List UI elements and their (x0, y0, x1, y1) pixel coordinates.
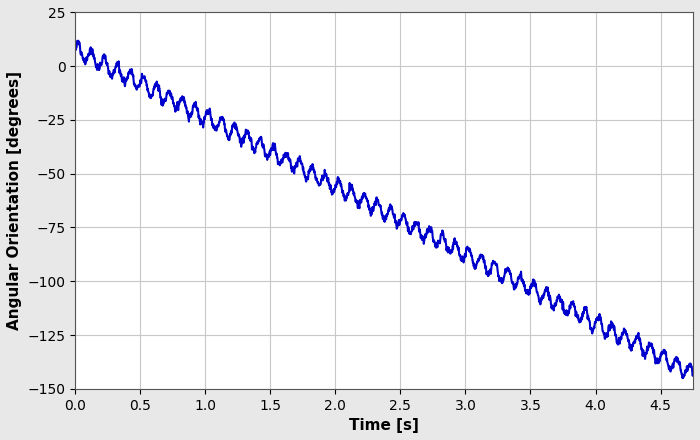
X-axis label: Time [s]: Time [s] (349, 418, 419, 433)
Y-axis label: Angular Orientation [degrees]: Angular Orientation [degrees] (7, 71, 22, 330)
